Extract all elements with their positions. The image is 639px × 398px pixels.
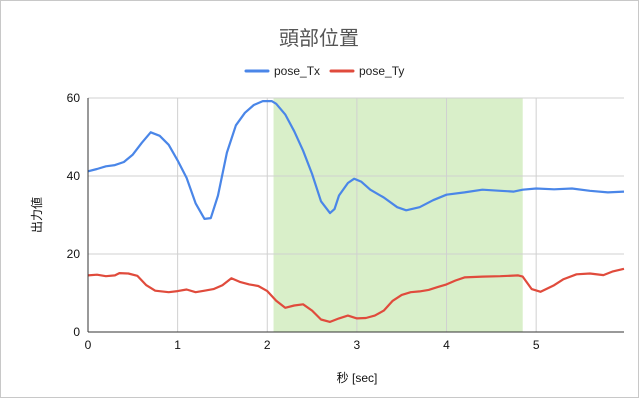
x-tick-label: 2: [264, 338, 271, 352]
axes: [87, 98, 624, 333]
gridlines: [88, 97, 624, 332]
x-tick-label: 1: [174, 338, 181, 352]
chart-title: 頭部位置: [279, 27, 359, 50]
highlight-band-rect: [273, 98, 523, 332]
legend-label: pose_Tx: [274, 64, 320, 78]
x-tick-label: 5: [533, 338, 540, 352]
highlight-band: [273, 98, 523, 332]
series-line-pose-ty: [87, 267, 625, 323]
series-lines: [87, 100, 625, 323]
y-tick-label: 40: [67, 169, 81, 183]
legend: pose_Tx pose_Ty: [244, 64, 404, 78]
x-axis-label: 秒 [sec]: [337, 371, 378, 385]
x-tick-label: 3: [354, 338, 361, 352]
x-tick-label: 4: [443, 338, 450, 352]
tick-labels: 0 1 2 3 4 5 0 20 40 60: [67, 91, 540, 352]
series-line-pose-tx: [87, 100, 625, 220]
x-tick-label: 0: [85, 338, 92, 352]
y-tick-label: 20: [67, 247, 81, 261]
y-tick-label: 0: [73, 325, 80, 339]
y-axis-label: 出力値: [29, 197, 44, 233]
y-tick-label: 60: [67, 91, 81, 105]
legend-label: pose_Ty: [359, 64, 404, 78]
